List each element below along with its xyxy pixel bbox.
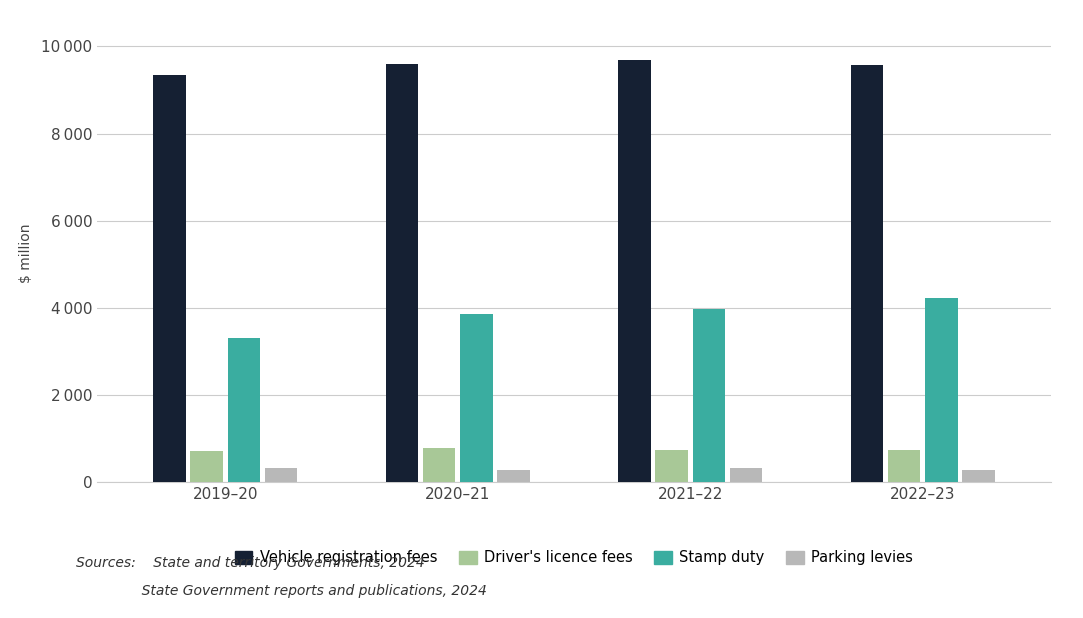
Bar [888, 451, 921, 482]
Bar [422, 448, 456, 482]
Bar [154, 75, 186, 482]
Bar [265, 468, 298, 482]
Bar [962, 470, 994, 482]
Y-axis label: $ million: $ million [19, 224, 34, 283]
Bar [655, 451, 688, 482]
Bar [730, 468, 762, 482]
Bar [227, 338, 260, 482]
Bar [497, 470, 530, 482]
Bar [191, 451, 223, 482]
Text: State Government reports and publications, 2024: State Government reports and publication… [76, 584, 486, 598]
Bar [618, 61, 651, 482]
Text: Sources:    State and territory Governments, 2024: Sources: State and territory Governments… [76, 556, 425, 570]
Bar [925, 298, 957, 482]
Bar [692, 309, 726, 482]
Bar [460, 315, 493, 482]
Bar [850, 65, 883, 482]
Legend: Vehicle registration fees, Driver's licence fees, Stamp duty, Parking levies: Vehicle registration fees, Driver's lice… [230, 544, 918, 571]
Bar [386, 64, 418, 482]
